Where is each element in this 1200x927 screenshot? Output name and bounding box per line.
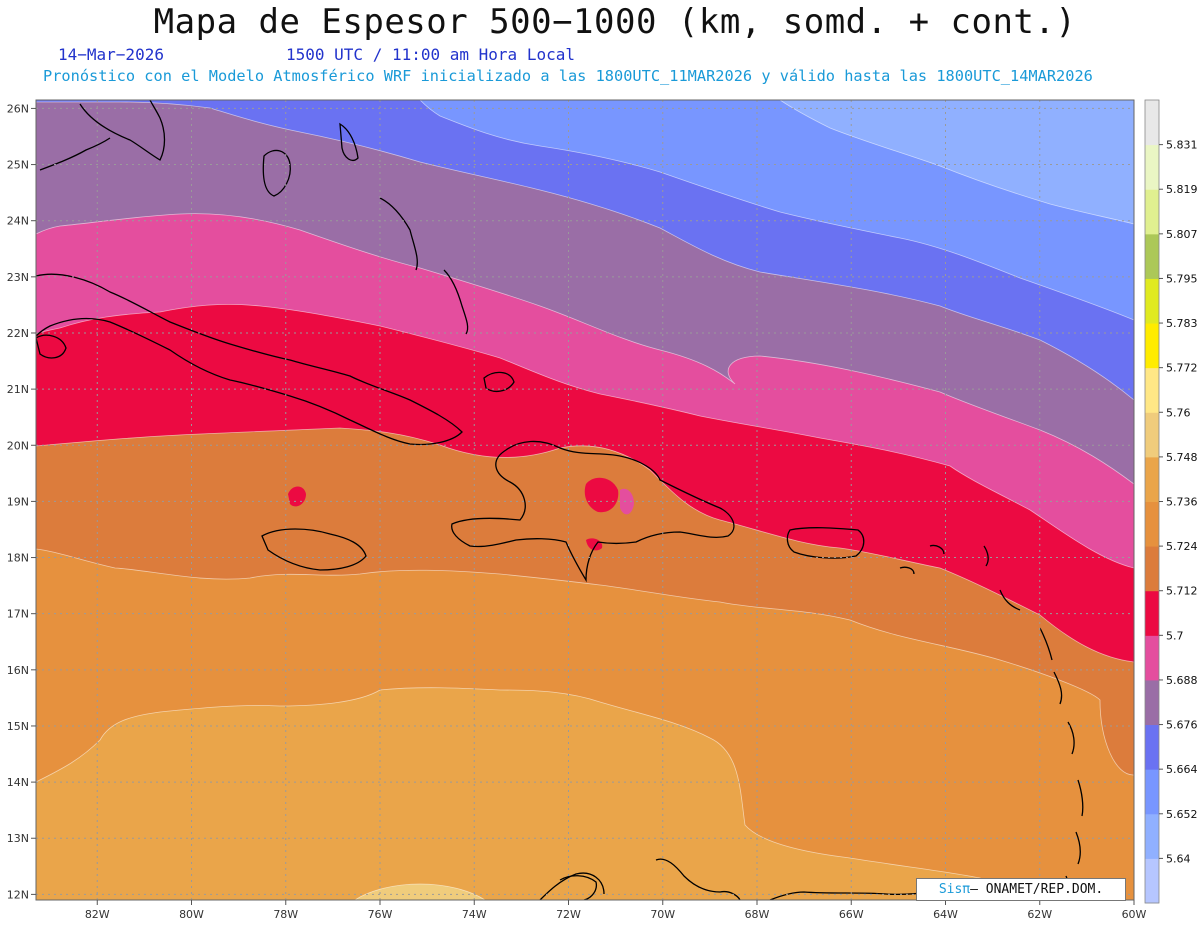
colorbar-label: 5.807 [1166, 228, 1198, 241]
lat-tick-label: 23N [7, 271, 29, 284]
colorbar-label: 5.664 [1166, 763, 1198, 776]
coast-jamaica [261, 528, 367, 571]
lon-tick-label: 70W [650, 908, 675, 921]
colorbar: 5.64 5.652 5.664 5.676 5.688 5.7 5.712 5.724 5.7… [1144, 99, 1198, 904]
coastlines [36, 100, 1084, 900]
coast-puerto-rico [786, 527, 865, 559]
lon-tick-label: 62W [1027, 908, 1052, 921]
lon-tick-label: 76W [368, 908, 393, 921]
lat-tick-label: 17N [7, 608, 29, 621]
colorbar-label: 5.783 [1166, 317, 1198, 330]
colorbar-label: 5.688 [1166, 674, 1198, 687]
colorbar-label: 5.712 [1166, 585, 1198, 598]
pocket-pink-1 [620, 488, 634, 515]
coast-virgin [899, 544, 989, 575]
pocket-red-2 [584, 477, 619, 513]
lat-tick-label: 12N [7, 888, 29, 901]
lat-tick-label: 18N [7, 552, 29, 565]
coast-eleuthera [379, 197, 418, 271]
lon-tick-label: 78W [273, 908, 298, 921]
colorbar-label: 5.819 [1166, 183, 1198, 196]
colorbar-label: 5.7 [1166, 629, 1184, 642]
map-axes: 82W 80W 78W 76W 74W 72W 70W 68W 66W 64W 62W 60W 12N 1… [7, 102, 1147, 921]
coast-florida [79, 100, 166, 161]
coast-keys [39, 137, 111, 171]
coast-guajira [559, 875, 598, 900]
lat-tick-label: 26N [7, 102, 29, 115]
coast-long-island [443, 269, 469, 335]
colorbar-swatch [1145, 590, 1159, 636]
colorbar-swatch [1145, 278, 1159, 324]
band-5748 [36, 687, 1011, 900]
colorbar-swatch [1145, 858, 1159, 904]
colorbar-label: 5.64 [1166, 852, 1191, 865]
colorbar-label: 5.652 [1166, 808, 1198, 821]
lat-tick-label: 13N [7, 832, 29, 845]
colorbar-swatch [1145, 323, 1159, 369]
lat-lon-grid [36, 100, 1134, 900]
lon-tick-label: 66W [839, 908, 864, 921]
colorbar-swatch [1145, 412, 1159, 458]
colorbar-swatch [1145, 367, 1159, 413]
colorbar-swatch [1145, 100, 1159, 146]
thickness-fill [36, 100, 1134, 900]
coast-hispaniola [451, 440, 735, 583]
colorbar-swatch [1145, 635, 1159, 681]
colorbar-swatch [1145, 769, 1159, 815]
coast-abaco [339, 122, 359, 162]
lat-tick-label: 16N [7, 664, 29, 677]
coast-lesser-antilles [999, 589, 1084, 900]
colorbar-label: 5.676 [1166, 719, 1198, 732]
colorbar-label: 5.772 [1166, 362, 1198, 375]
band-5652 [779, 100, 1134, 225]
coast-cuba [36, 273, 463, 446]
lat-tick-label: 20N [7, 439, 29, 452]
colorbar-label: 5.748 [1166, 451, 1198, 464]
lon-tick-label: 82W [85, 908, 110, 921]
lat-tick-label: 21N [7, 383, 29, 396]
map-title: Mapa de Espesor 500−1000 (km, somd. + co… [153, 2, 1077, 42]
lon-tick-label: 80W [179, 908, 204, 921]
lat-tick-label: 24N [7, 215, 29, 228]
forecast-date: 14−Mar−2026 [58, 45, 164, 64]
lon-tick-label: 72W [556, 908, 581, 921]
colorbar-swatch [1145, 724, 1159, 770]
colorbar-swatch [1145, 501, 1159, 547]
lon-tick-label: 64W [933, 908, 958, 921]
credit-box: Sisπ– ONAMET/REP.DOM. [916, 878, 1126, 901]
map-frame [35, 99, 1135, 901]
credit-text: – ONAMET/REP.DOM. [970, 882, 1104, 897]
colorbar-swatch [1145, 456, 1159, 502]
colorbar-label: 5.831 [1166, 139, 1198, 152]
colorbar-swatch [1145, 679, 1159, 726]
colorbar-swatch [1145, 813, 1159, 859]
coast-andros [262, 149, 291, 197]
colorbar-swatch [1145, 189, 1159, 235]
model-info: Pronóstico con el Modelo Atmosférico WRF… [43, 67, 1093, 85]
lat-tick-label: 19N [7, 495, 29, 508]
coast-juventud [36, 334, 67, 359]
colorbar-label: 5.736 [1166, 496, 1198, 509]
colorbar-label: 5.724 [1166, 540, 1198, 553]
forecast-time: 1500 UTC / 11:00 am Hora Local [286, 45, 575, 64]
lat-tick-label: 14N [7, 776, 29, 789]
lon-tick-label: 60W [1122, 908, 1147, 921]
colorbar-swatch [1145, 144, 1159, 190]
colorbar-swatch [1145, 233, 1159, 279]
credit-brand: Sisπ [938, 882, 971, 897]
lon-tick-label: 74W [462, 908, 487, 921]
coast-inagua [483, 371, 515, 393]
lat-tick-label: 25N [7, 159, 29, 172]
colorbar-swatch [1145, 546, 1159, 592]
colorbar-label: 5.76 [1166, 406, 1191, 419]
lat-tick-label: 15N [7, 720, 29, 733]
colorbar-label: 5.795 [1166, 272, 1198, 285]
lon-tick-label: 68W [745, 908, 770, 921]
lat-tick-label: 22N [7, 327, 29, 340]
